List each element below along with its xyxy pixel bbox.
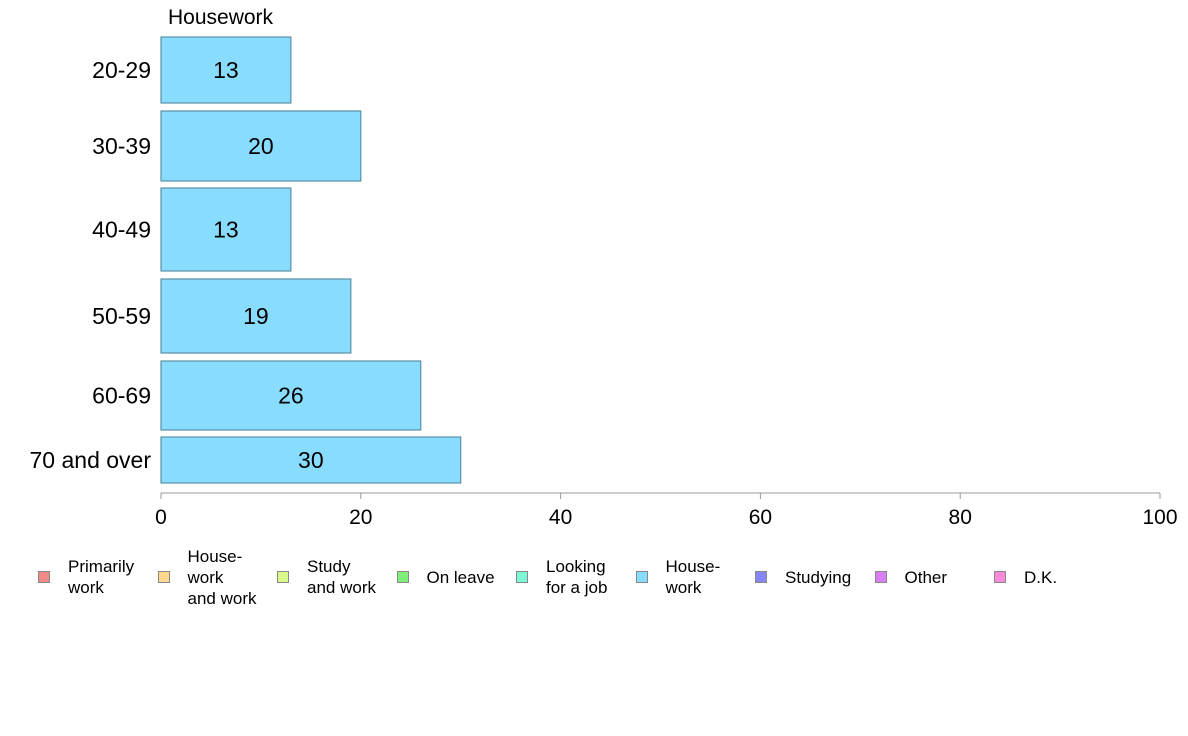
category-label: 70 and over [30,447,152,473]
legend-item: House- work and work [157,545,257,609]
x-tick-label: 100 [1142,506,1177,529]
legend-label: On leave [426,567,495,587]
legend-swatch [635,571,648,583]
bar [160,278,352,354]
legend: Primarily work House- work and work Study … [38,545,1158,609]
bar [160,360,422,431]
legend-swatch [755,571,767,583]
legend-swatch [396,571,409,583]
x-tick-label: 80 [949,506,972,529]
legend-item: D.K. [994,545,1057,609]
bar-chart: Housework 13 20-29 20 30-39 13 40-49 19 50-59 26… [30,6,1178,529]
legend-item: Study and work [277,545,376,609]
x-axis: 0 20 40 60 80 100 [155,492,1178,529]
bar-value-label: 20 [248,133,274,159]
legend-item: Other [874,545,948,609]
bars-group: 13 20-29 20 30-39 13 40-49 19 50-59 26 60-69 30 70 … [30,36,462,484]
x-tick-label: 60 [749,506,772,529]
category-label: 40-49 [92,217,151,243]
legend-swatch [38,571,50,583]
category-label: 60-69 [92,383,151,409]
legend-item: On leave [396,545,495,609]
bar-value-label: 13 [213,57,239,83]
chart-title: Housework [168,6,274,29]
bar-value-label: 30 [298,447,324,473]
legend-swatch [874,571,887,583]
legend-label: Other [904,567,948,587]
legend-swatch [516,571,528,583]
legend-swatch [994,571,1006,583]
category-label: 20-29 [92,57,151,83]
legend-label: Primarily work [68,557,135,597]
legend-swatch [277,571,289,583]
legend-item: Studying [755,545,851,609]
legend-label: Studying [785,567,852,587]
bar-value-label: 26 [278,383,304,409]
legend-item: Primarily work [38,545,134,609]
x-tick-label: 0 [155,506,167,529]
category-label: 30-39 [92,133,151,159]
bar [160,187,292,272]
legend-item: Looking for a job [516,545,607,609]
legend-label: House- work and work [187,546,257,608]
legend-label: D.K. [1024,567,1058,587]
legend-label: Study and work [307,557,376,597]
bar [160,110,362,182]
x-tick-label: 40 [549,506,572,529]
bar-value-label: 13 [213,217,239,243]
legend-label: Looking for a job [546,557,608,597]
category-label: 50-59 [92,303,151,329]
bar [160,36,292,104]
legend-swatch [157,571,170,583]
bar-value-label: 19 [243,303,269,329]
bar [160,436,462,484]
legend-label: House- work [665,557,721,597]
x-tick-label: 20 [349,506,372,529]
legend-item: House- work [635,545,721,609]
